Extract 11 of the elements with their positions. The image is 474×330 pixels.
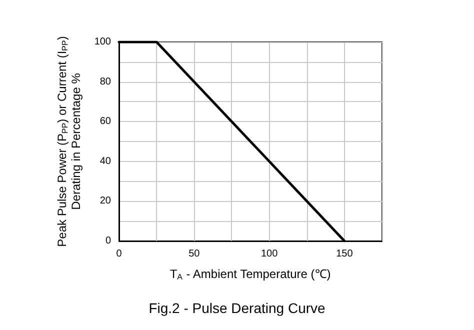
y-tick-label: 0 xyxy=(105,236,112,246)
y-tick-label: 100 xyxy=(94,36,112,48)
x-tick-label: 100 xyxy=(260,248,278,260)
x-tick-label: 50 xyxy=(188,248,200,260)
x-tick-label: 150 xyxy=(336,248,354,260)
y-tick-label: 40 xyxy=(100,156,112,167)
text: Fig.2 - Pulse Derating Curve xyxy=(148,300,326,316)
y-tick-label: 80 xyxy=(100,76,112,88)
y-tick-label: 20 xyxy=(100,196,112,207)
x-tick-label: 0 xyxy=(116,248,122,260)
y-tick-label: 60 xyxy=(100,116,112,128)
